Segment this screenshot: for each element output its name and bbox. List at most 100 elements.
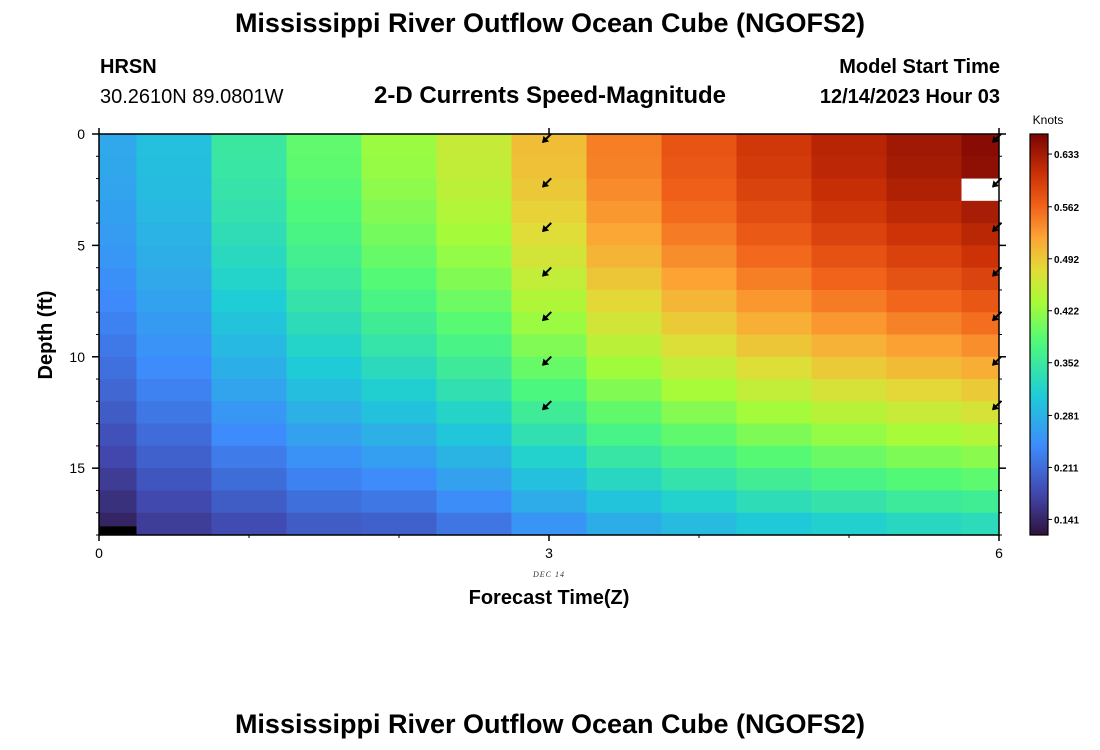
- heatmap-cell: [361, 468, 437, 491]
- heatmap-cell: [811, 156, 887, 180]
- heatmap-cells: [99, 134, 1000, 536]
- heatmap-cell: [586, 156, 662, 180]
- heatmap-cell: [736, 445, 812, 469]
- x-sublabel: DEC 14: [532, 570, 565, 579]
- heatmap-cell: [736, 223, 812, 246]
- colorbar-tick-label: 0.562: [1054, 203, 1079, 214]
- heatmap-cell: [361, 356, 437, 380]
- heatmap-cell: [361, 134, 437, 157]
- heatmap-cell: [286, 512, 362, 536]
- heatmap-cell: [661, 468, 737, 491]
- heatmap-cell: [99, 512, 137, 527]
- heatmap-cell: [736, 401, 812, 425]
- missing-cell: [961, 178, 1000, 202]
- heatmap-cell: [661, 512, 737, 536]
- heatmap-cell: [436, 334, 512, 358]
- heatmap-cell: [661, 423, 737, 447]
- heatmap-cell: [99, 334, 137, 358]
- heatmap-cell: [286, 312, 362, 335]
- heatmap-cell: [436, 245, 512, 269]
- heatmap-cell: [136, 289, 212, 313]
- current-vector-arrow: [542, 355, 552, 366]
- current-vector-arrow: [542, 133, 552, 143]
- x-axis-title: Forecast Time(Z): [469, 587, 630, 609]
- heatmap-cell: [736, 134, 812, 157]
- heatmap-cell: [361, 401, 437, 425]
- no-data-cell: [99, 526, 137, 536]
- heatmap-cell: [736, 200, 812, 224]
- heatmap-cell: [99, 223, 137, 246]
- heatmap-cell: [211, 445, 287, 469]
- heatmap-cell: [811, 312, 887, 335]
- heatmap-cell: [886, 156, 962, 180]
- heatmap-cell: [136, 468, 212, 491]
- heatmap-cell: [211, 490, 287, 514]
- heatmap-cell: [361, 512, 437, 536]
- heatmap-cell: [961, 490, 1000, 514]
- heatmap-cell: [511, 512, 587, 536]
- heatmap-cell: [511, 356, 587, 380]
- current-vector-arrow: [992, 400, 1002, 411]
- colorbar-tick-label: 0.633: [1054, 150, 1079, 161]
- heatmap-cell: [136, 334, 212, 358]
- heatmap-cell: [99, 289, 137, 313]
- heatmap-cell: [961, 134, 1000, 157]
- heatmap-cell: [511, 334, 587, 358]
- heatmap-cell: [811, 490, 887, 514]
- heatmap-cell: [961, 334, 1000, 358]
- current-vector-arrow: [542, 177, 552, 188]
- heatmap-cell: [661, 490, 737, 514]
- heatmap-cell: [886, 178, 962, 202]
- y-tick-label: 0: [77, 126, 85, 142]
- heatmap-cell: [661, 267, 737, 291]
- heatmap-cell: [286, 423, 362, 447]
- heatmap-cell: [436, 356, 512, 380]
- heatmap-cell: [361, 289, 437, 313]
- current-vector-arrow: [992, 133, 1002, 143]
- heatmap-cell: [811, 289, 887, 313]
- heatmap-cell: [211, 156, 287, 180]
- heatmap-cell: [136, 356, 212, 380]
- heatmap-cell: [661, 379, 737, 402]
- heatmap-cell: [661, 245, 737, 269]
- heatmap-cell: [661, 356, 737, 380]
- heatmap-cell: [436, 134, 512, 157]
- heatmap-cell: [661, 334, 737, 358]
- heatmap-cell: [886, 490, 962, 514]
- heatmap-cell: [586, 445, 662, 469]
- heatmap-cell: [286, 200, 362, 224]
- heatmap-cell: [211, 379, 287, 402]
- heatmap-cell: [286, 468, 362, 491]
- heatmap-cell: [661, 289, 737, 313]
- heatmap-cell: [961, 223, 1000, 246]
- heatmap-cell: [886, 134, 962, 157]
- heatmap-cell: [286, 445, 362, 469]
- heatmap-cell: [586, 267, 662, 291]
- heatmap-cell: [286, 223, 362, 246]
- heatmap-cell: [211, 334, 287, 358]
- heatmap-cell: [136, 178, 212, 202]
- colorbar-tick-label: 0.492: [1054, 255, 1079, 266]
- heatmap-cell: [436, 289, 512, 313]
- y-tick-label: 15: [69, 460, 85, 476]
- current-vector-arrow: [992, 311, 1002, 322]
- heatmap-cell: [811, 223, 887, 246]
- heatmap-cell: [436, 312, 512, 335]
- heatmap-cell: [436, 178, 512, 202]
- heatmap-cell: [511, 490, 587, 514]
- heatmap-cell: [586, 134, 662, 157]
- colorbar-label: Knots: [1033, 113, 1064, 127]
- heatmap-cell: [586, 490, 662, 514]
- heatmap-cell: [811, 379, 887, 402]
- heatmap-cell: [211, 178, 287, 202]
- heatmap-cell: [586, 423, 662, 447]
- heatmap-cell: [811, 245, 887, 269]
- axis-ticks: [92, 128, 1006, 541]
- model-start-value: 12/14/2023 Hour 03: [819, 86, 1000, 108]
- heatmap-cell: [211, 200, 287, 224]
- heatmap-cell: [361, 490, 437, 514]
- model-start-label: Model Start Time: [839, 56, 1000, 78]
- heatmap-cell: [511, 401, 587, 425]
- current-vector-arrow: [992, 266, 1002, 277]
